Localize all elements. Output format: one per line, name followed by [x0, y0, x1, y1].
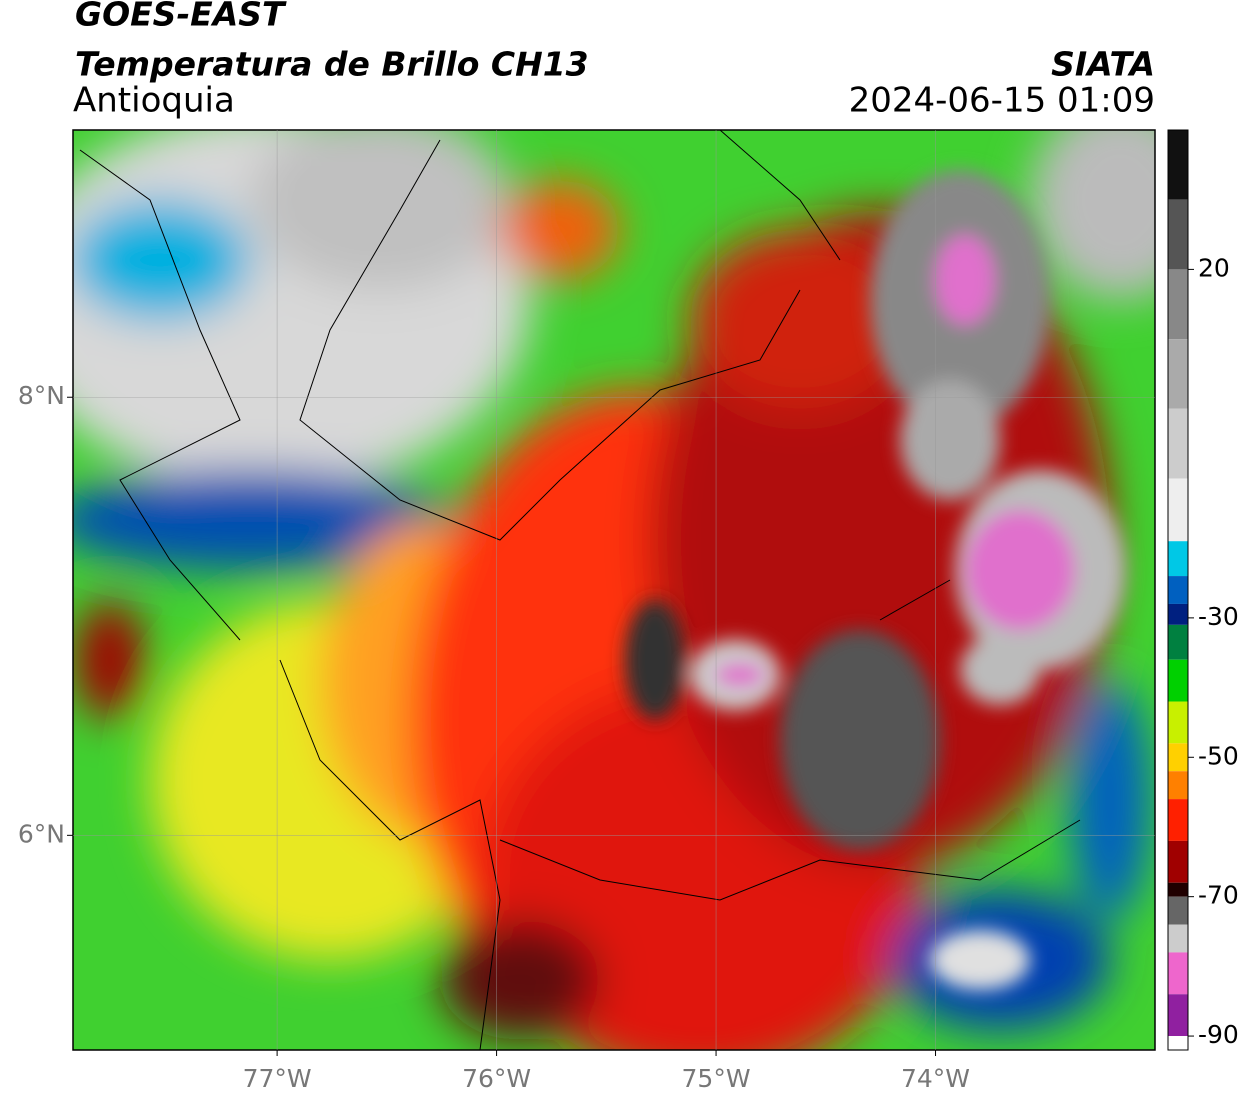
- colorbar-tick-label: -70: [1198, 881, 1239, 910]
- colorbar-band: [1168, 130, 1188, 200]
- y-tick-label: 6°N: [18, 819, 65, 848]
- colorbar-band: [1168, 882, 1188, 897]
- colorbar-band: [1168, 478, 1188, 542]
- colorbar-tick-label: -90: [1198, 1020, 1239, 1049]
- colorbar-band: [1168, 952, 1188, 995]
- boundaries: [79, 130, 1081, 1050]
- colorbar-band: [1168, 576, 1188, 604]
- colorbar-tick-label: 20: [1198, 253, 1230, 282]
- source-label: SIATA: [1051, 45, 1155, 84]
- datetime-label: 2024-06-15 01:09: [849, 81, 1155, 121]
- colorbar-tick-label: -50: [1198, 741, 1239, 770]
- colorbar-band: [1168, 743, 1188, 772]
- colorbar-band: [1168, 924, 1188, 953]
- colorbar-band: [1168, 701, 1188, 744]
- map-frame: [72, 129, 1156, 1051]
- colorbar-band: [1168, 771, 1188, 800]
- colorbar-band: [1168, 408, 1188, 479]
- colorbar-frame: [1167, 129, 1189, 1051]
- colorbar-band: [1168, 840, 1188, 883]
- satellite-imagery: [73, 130, 1155, 1050]
- colorbar-band: [1168, 199, 1188, 270]
- y-tick-label: 8°N: [18, 381, 65, 410]
- region-label: Antioquia: [73, 81, 235, 121]
- colorbar-band: [1168, 339, 1188, 409]
- colorbar-tick-label: -30: [1198, 602, 1239, 631]
- colorbar-band: [1168, 994, 1188, 1037]
- x-tick-label: 74°W: [901, 1064, 970, 1093]
- x-tick-label: 77°W: [243, 1064, 312, 1093]
- colorbar-band: [1168, 659, 1188, 702]
- colorbar-band: [1168, 799, 1188, 841]
- colorbar-band: [1168, 1036, 1188, 1050]
- colorbar-band: [1168, 896, 1188, 925]
- colorbar-band: [1168, 269, 1188, 340]
- x-tick-label: 76°W: [462, 1064, 531, 1093]
- colorbar-band: [1168, 603, 1188, 625]
- satellite-title: GOES-EAST: [75, 0, 287, 34]
- colorbar-band: [1168, 541, 1188, 577]
- product-title: Temperatura de Brillo CH13: [75, 45, 589, 84]
- colorbar-band: [1168, 624, 1188, 660]
- x-tick-label: 75°W: [682, 1064, 751, 1093]
